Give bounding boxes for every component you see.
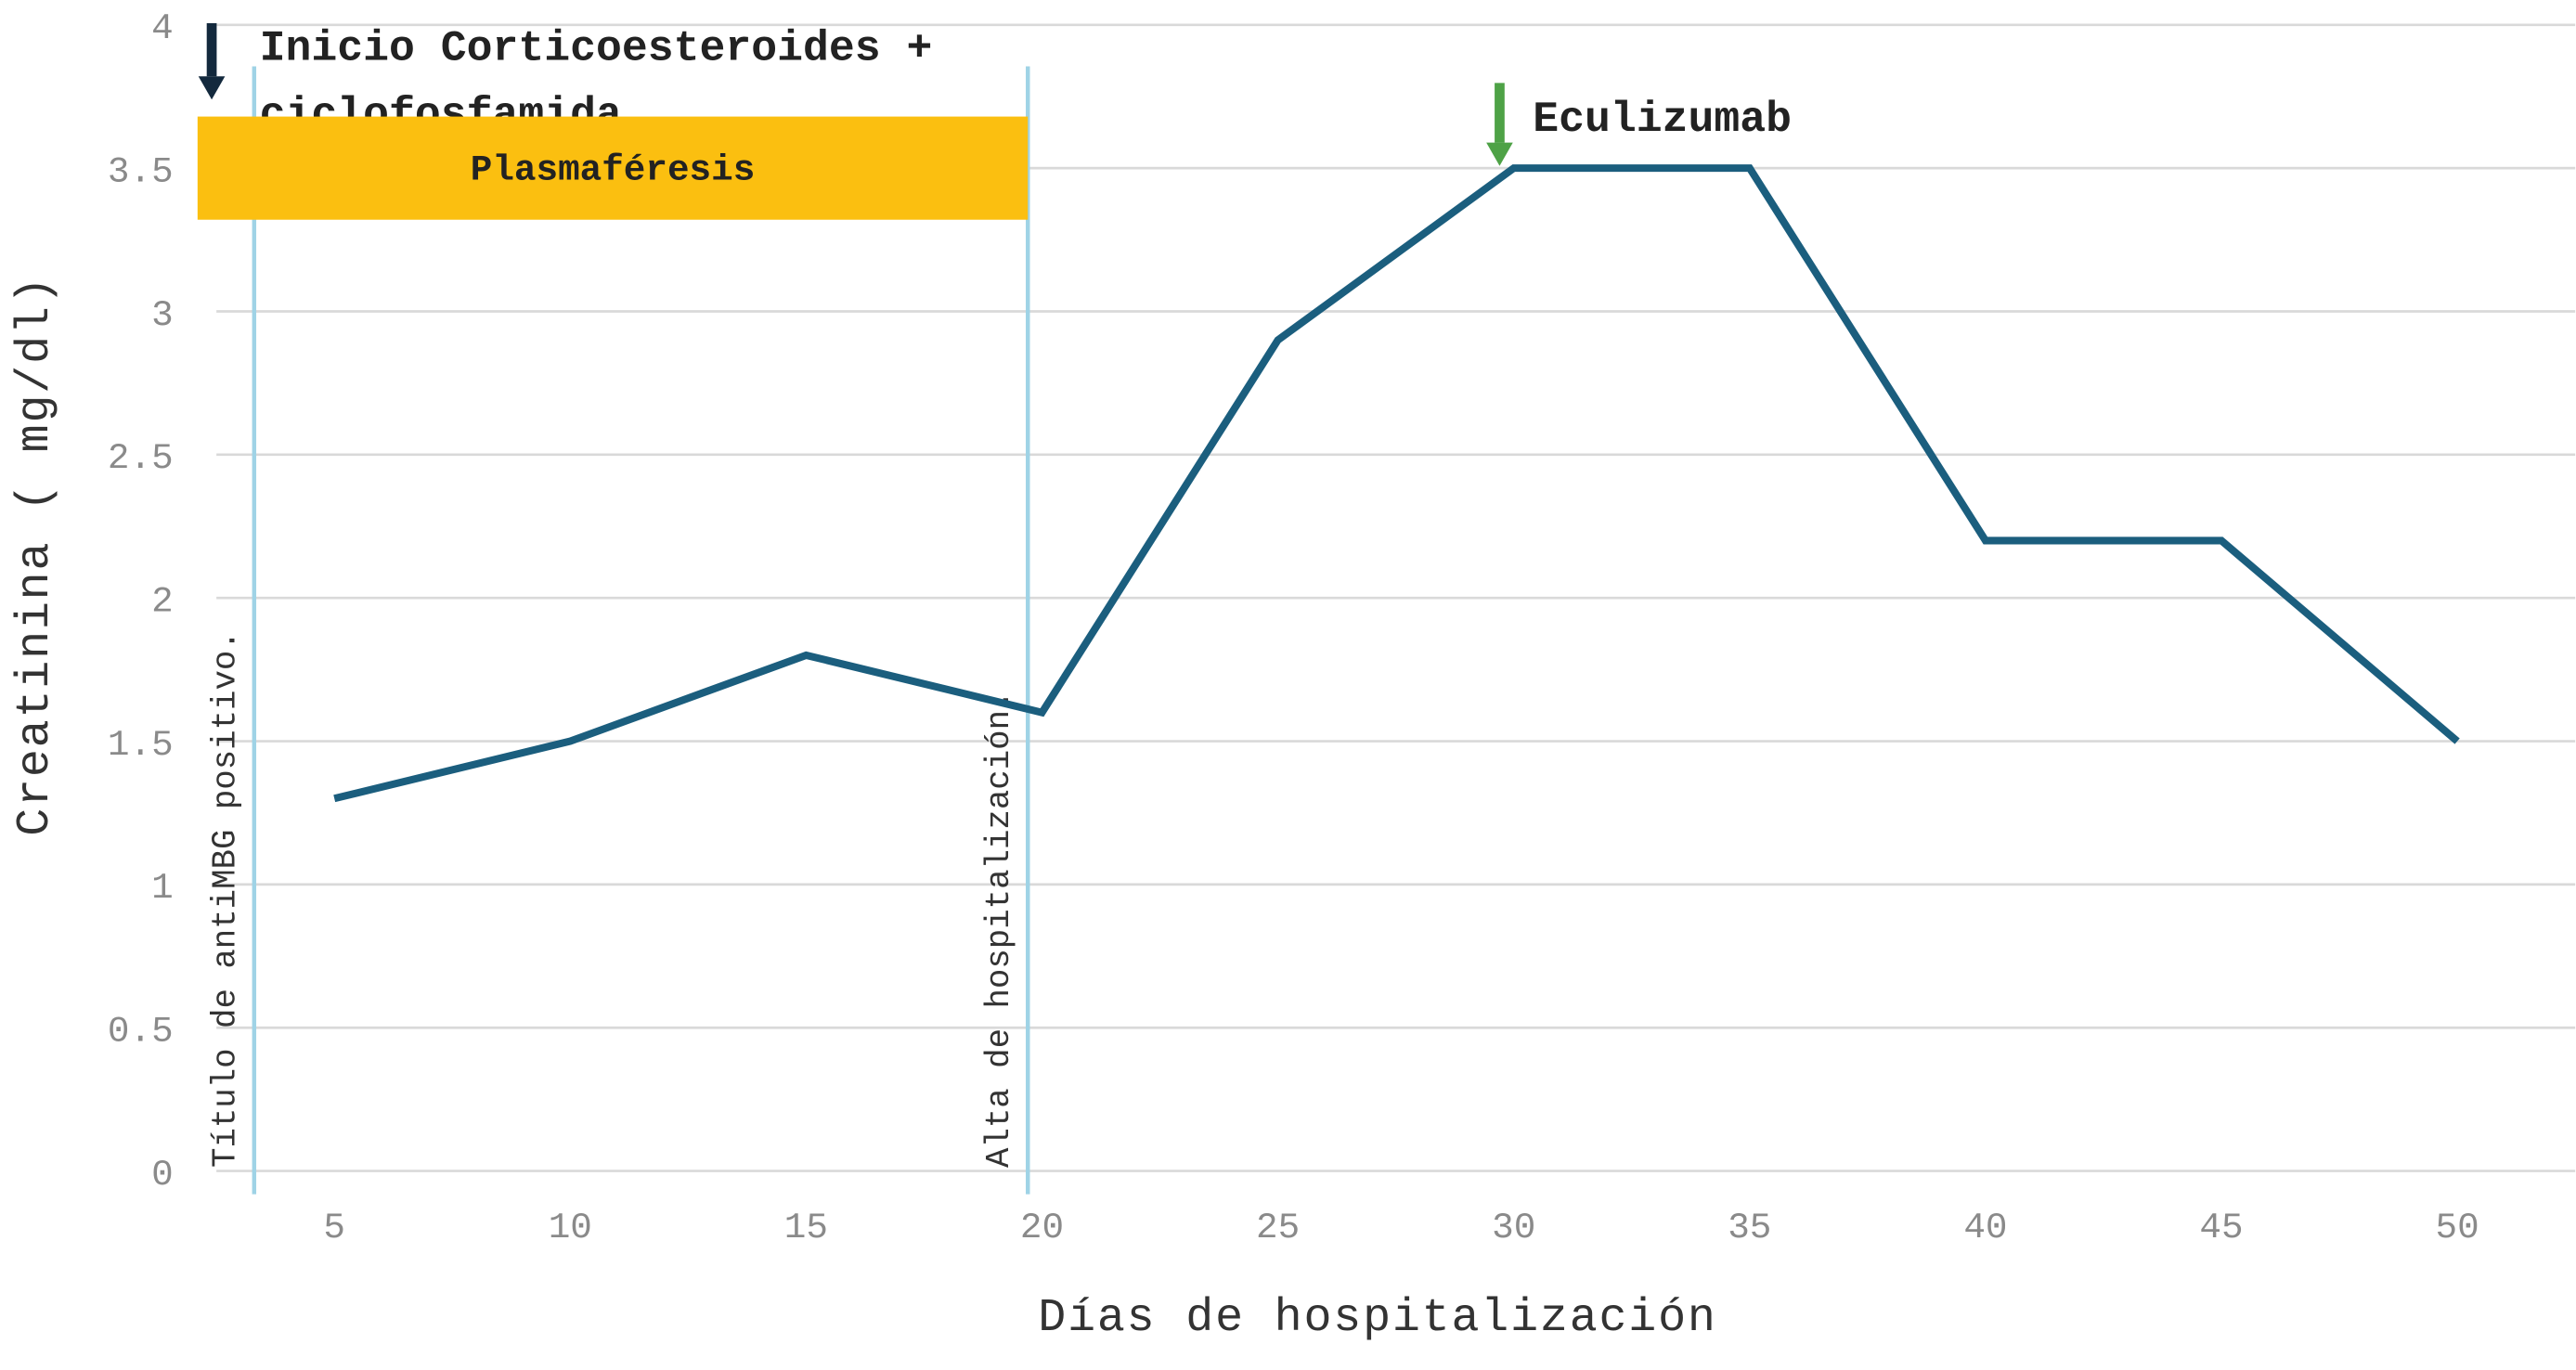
x-tick-label: 25 xyxy=(1256,1207,1300,1248)
span-label: Plasmaféresis xyxy=(471,149,756,191)
arrow-head xyxy=(1486,142,1513,166)
x-tick-label: 50 xyxy=(2436,1207,2479,1248)
annotation-label: Eculizumab xyxy=(1533,95,1792,144)
x-axis-title: Días de hospitalización xyxy=(1038,1292,1716,1345)
arrow-annotation: Eculizumab xyxy=(1486,83,1792,166)
y-axis-title: Creatinina ( mg/dl) xyxy=(9,276,62,836)
x-tick-label: 15 xyxy=(784,1207,828,1248)
data-line xyxy=(333,164,2460,803)
y-tick-label: 0.5 xyxy=(108,1011,174,1053)
span-bar xyxy=(197,116,1029,220)
x-tick-label: 10 xyxy=(549,1207,592,1248)
x-tick-label: 30 xyxy=(1492,1207,1535,1248)
x-tick-label: 45 xyxy=(2199,1207,2243,1248)
annotation-line: Inicio Corticoesteroides + xyxy=(260,23,933,72)
y-tick-label: 3.5 xyxy=(108,150,174,192)
y-tick-label: 2.5 xyxy=(108,437,174,479)
event-label: Alta de hospitalización. xyxy=(980,691,1018,1168)
arrow-head xyxy=(198,76,226,100)
arrow-annotation: Inicio Corticoesteroides + ciclofosfamida xyxy=(198,23,933,139)
y-tick-label: 2 xyxy=(151,580,174,622)
y-tick-label: 3 xyxy=(151,294,174,336)
annotation-label: Inicio Corticoesteroides + ciclofosfamida xyxy=(260,23,933,138)
y-tick-label: 0 xyxy=(151,1154,174,1196)
x-tick-label: 20 xyxy=(1020,1207,1064,1248)
y-tick-label: 4 xyxy=(151,7,174,49)
x-tick-label: 40 xyxy=(1963,1207,2007,1248)
y-tick-label: 1.5 xyxy=(108,724,174,766)
event-label: Título de antiMBG positivo. xyxy=(206,630,244,1168)
x-tick-label: 5 xyxy=(323,1207,345,1248)
x-tick-label: 35 xyxy=(1728,1207,1771,1248)
y-tick-label: 1 xyxy=(151,867,174,909)
